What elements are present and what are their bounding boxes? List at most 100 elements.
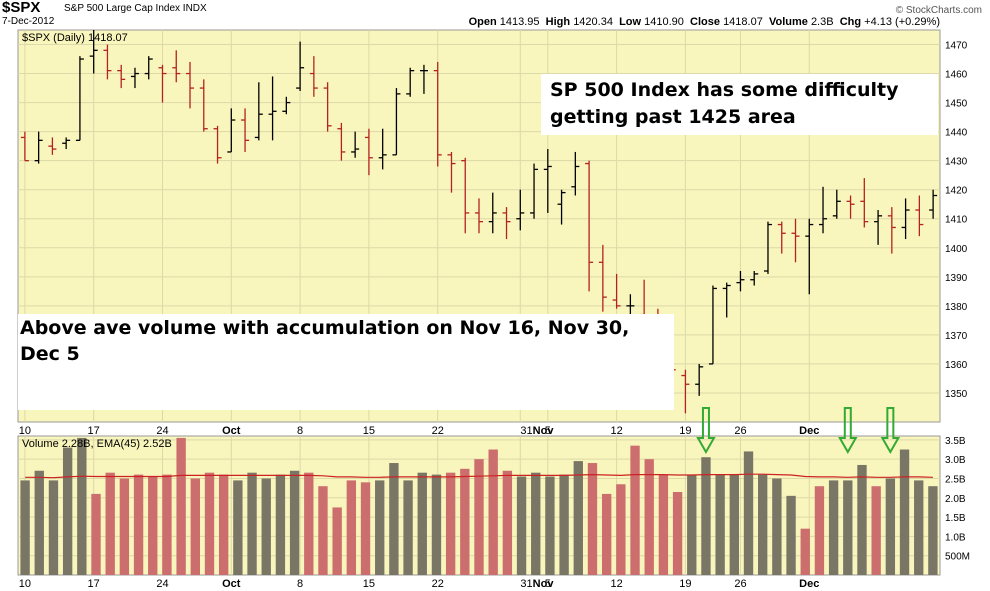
ohlc-bar	[915, 195, 924, 237]
security-name-text: S&P 500 Large Cap Index	[64, 3, 181, 14]
volume-bar	[601, 493, 612, 575]
volume-bar	[105, 472, 115, 575]
volume-bar	[559, 474, 569, 575]
ohlc-bar	[502, 207, 511, 240]
volume-x-tick-label: 5	[545, 578, 551, 590]
price-tick-label: 1350	[945, 389, 968, 400]
volume-tick-label: 1.5B	[945, 513, 966, 524]
ohlc-bar	[585, 160, 594, 292]
price-tick-label: 1400	[945, 244, 968, 255]
price-tick-label: 1370	[945, 331, 968, 342]
price-tick-label: 1450	[945, 99, 968, 110]
volume-bar	[332, 507, 342, 575]
volume-bar	[133, 474, 144, 575]
ohlc-bar	[20, 131, 29, 162]
price-x-tick-label: 10	[19, 425, 31, 437]
copyright-label[interactable]: © StockCharts.com	[895, 5, 982, 16]
volume-x-tick-label: Oct	[222, 578, 241, 590]
price-x-tick-label: 5	[545, 425, 551, 437]
price-tick-label: 1460	[945, 70, 968, 81]
open-value: 1413.95	[499, 16, 540, 28]
ohlc-bar	[213, 125, 222, 164]
volume-bar	[460, 468, 470, 575]
volume-bar	[743, 451, 754, 575]
ohlc-bar	[929, 189, 938, 219]
ohlc-bar	[268, 76, 277, 141]
volume-bar	[828, 480, 839, 575]
ohlc-bar	[860, 178, 869, 228]
price-tick-label: 1430	[945, 157, 968, 168]
ohlc-bar	[750, 271, 759, 286]
volume-bar	[871, 486, 881, 575]
ohlc-bar	[158, 64, 167, 103]
volume-bar	[417, 472, 427, 575]
volume-bar	[119, 478, 130, 575]
ohlc-bar	[530, 163, 539, 219]
volume-x-tick-label: 26	[734, 578, 746, 590]
ohlc-bar	[34, 131, 43, 164]
volume-bar	[573, 461, 583, 575]
price-x-tick-label: 17	[88, 425, 100, 437]
volume-tick-label: 500M	[945, 552, 970, 563]
price-x-tick-label: 8	[297, 425, 303, 437]
price-tick-label: 1390	[945, 273, 968, 284]
ohlc-bar	[887, 207, 896, 254]
quote-summary: Open 1413.95 High 1420.34 Low 1410.90 Cl…	[469, 16, 940, 28]
volume-bar	[786, 495, 796, 575]
volume-label: Volume	[768, 16, 808, 28]
ohlc-bar	[48, 137, 57, 155]
ohlc-bar	[763, 221, 772, 274]
volume-bar	[474, 459, 484, 575]
volume-x-tick-label: 19	[679, 578, 691, 590]
volume-bar	[233, 480, 243, 575]
price-x-tick-label: 31	[520, 425, 532, 437]
volume-tick-label: 1.0B	[945, 532, 966, 543]
volume-bar	[77, 437, 87, 575]
volume-value: 2.3B	[810, 16, 834, 28]
low-value: 1410.90	[644, 16, 684, 28]
volume-bar	[162, 474, 172, 575]
chg-value: +4.13 (+0.29%)	[864, 16, 940, 28]
open-label: Open	[468, 16, 497, 28]
volume-bar	[772, 478, 782, 575]
ohlc-bar	[722, 282, 731, 318]
ohlc-bar	[62, 137, 71, 150]
chart-date: 7-Dec-2012	[2, 16, 55, 27]
ohlc-bar	[103, 44, 112, 80]
volume-tick-label: 3.0B	[945, 455, 966, 466]
volume-bar	[375, 480, 385, 575]
volume-bar	[148, 476, 158, 575]
ohlc-bar	[323, 82, 332, 132]
ohlc-bar	[791, 218, 800, 263]
ohlc-bar	[736, 271, 745, 292]
difficulty-annotation-line1: SP 500 Index has some difficulty	[550, 79, 899, 101]
volume-bar	[899, 449, 910, 575]
price-x-tick-label: 24	[156, 425, 168, 437]
volume-bar	[758, 474, 768, 575]
ohlc-bar	[199, 79, 208, 132]
volume-bar	[587, 463, 598, 575]
price-tick-label: 1360	[945, 360, 968, 371]
accumulation-arrow-icon	[696, 407, 716, 455]
volume-bar	[261, 478, 271, 575]
ohlc-bar	[392, 88, 401, 156]
ohlc-bar	[227, 108, 236, 153]
volume-bar	[545, 476, 555, 575]
close-value: 1418.07	[723, 16, 763, 28]
volume-tick-label: 2.0B	[945, 494, 966, 505]
ohlc-bar	[172, 50, 181, 83]
volume-bar	[176, 437, 186, 575]
chg-label: Chg	[839, 16, 862, 28]
difficulty-annotation: SP 500 Index has some difficulty getting…	[541, 74, 938, 135]
ohlc-bar	[708, 285, 717, 365]
ohlc-bar	[681, 369, 690, 414]
ohlc-bar	[144, 56, 153, 80]
accumulation-arrow-icon	[838, 407, 858, 455]
volume-legend: Volume 2.28B, EMA(45) 2.52B	[22, 438, 172, 450]
volume-bar	[928, 486, 938, 575]
ohlc-bar	[777, 221, 786, 254]
volume-bar	[304, 472, 314, 575]
ohlc-bar	[351, 131, 360, 158]
exchange-label: INDX	[182, 3, 207, 14]
volume-bar	[360, 482, 371, 575]
